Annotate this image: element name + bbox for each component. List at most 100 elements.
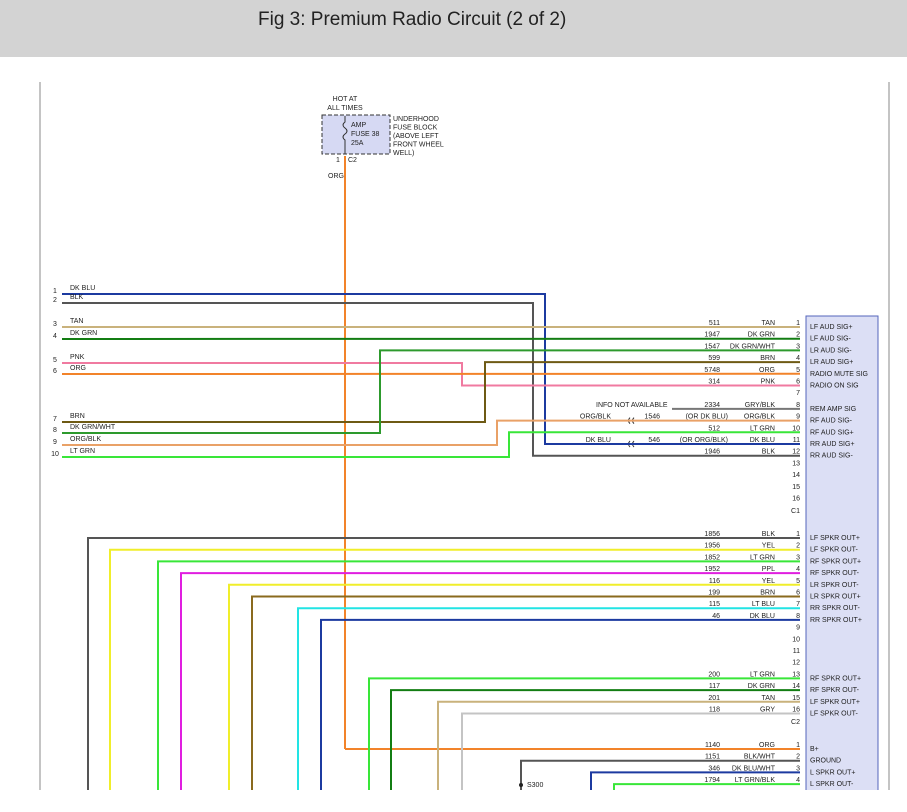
wire-color: BLK: [70, 294, 84, 301]
wire-color: LT GRN: [750, 671, 775, 678]
fuse-block: [321, 114, 391, 155]
signal-name: GROUND: [810, 758, 841, 765]
signal-name: RF AUD SIG+: [810, 429, 854, 436]
signal-name: B+: [810, 746, 819, 753]
circuit-number: 1547: [704, 343, 720, 350]
wire: [62, 349, 800, 434]
pin-number: 4: [796, 355, 800, 362]
signal-name: RADIO MUTE SIG: [810, 371, 868, 378]
circuit-number: 1852: [704, 554, 720, 561]
signal-name: LR SPKR OUT+: [810, 594, 861, 601]
wire: [62, 293, 800, 445]
pin-number: 4: [796, 566, 800, 573]
circuit-number: 200: [708, 671, 720, 678]
circuit-number: 512: [708, 425, 720, 432]
signal-name: REM AMP SIG: [810, 406, 856, 413]
circuit-number: 1947: [704, 332, 720, 339]
fuse-symbol: [342, 116, 348, 154]
fuse-note: ALL TIMES: [327, 105, 363, 112]
wire-color: LT BLU: [752, 601, 775, 608]
pin-number: 6: [796, 590, 800, 597]
wire-color: GRY/BLK: [745, 402, 776, 409]
connector-name: C2: [348, 157, 357, 164]
wire: [180, 572, 800, 790]
pin-number: 10: [792, 636, 800, 643]
circuit-number: 1140: [705, 742, 720, 749]
pin-number: 9: [796, 414, 800, 421]
pin-number: 11: [793, 648, 800, 655]
signal-name: RR SPKR OUT+: [810, 617, 862, 624]
pin-number: 5: [796, 578, 800, 585]
wire-color: DK GRN: [748, 332, 775, 339]
signal-name: RF SPKR OUT+: [810, 558, 861, 565]
pin-number: 9: [796, 625, 800, 632]
pin-number: 2: [796, 332, 800, 339]
wire-color: TAN: [762, 320, 775, 327]
pin-number: 1: [796, 320, 800, 327]
wire-color: ORG: [759, 367, 775, 374]
circuit-number: 1546: [644, 414, 660, 421]
pin-number: 8: [796, 613, 800, 620]
circuit-number: 1946: [704, 449, 720, 456]
wire-color: ORG/BLK: [744, 414, 775, 421]
wire-color: PNK: [761, 379, 776, 386]
signal-name: LF SPKR OUT+: [810, 699, 860, 706]
wire-color: PNK: [70, 354, 85, 361]
signal-name: RR AUD SIG+: [810, 441, 855, 448]
pin-number: 8: [796, 402, 800, 409]
pin-number: 3: [53, 321, 57, 328]
signal-name: LF AUD SIG-: [810, 336, 852, 343]
wire-color: PPL: [762, 566, 775, 573]
circuit-number: 346: [708, 765, 720, 772]
fuse-location: FUSE BLOCK: [393, 125, 438, 132]
signal-name: RF SPKR OUT+: [810, 675, 861, 682]
wire-color: LT GRN/BLK: [735, 777, 776, 784]
pin-number: 7: [796, 601, 800, 608]
signal-name: RADIO ON SIG: [810, 383, 859, 390]
wire-color: LT GRN: [750, 554, 775, 561]
wire-color: DK BLU/WHT: [732, 765, 776, 772]
wire: [87, 537, 800, 790]
pin-number: 1: [796, 742, 800, 749]
pin-number: 8: [53, 427, 57, 434]
radio-connector: [805, 315, 879, 790]
fuse-label: 25A: [351, 140, 364, 147]
pin-number: 7: [53, 416, 57, 423]
wire-color: YEL: [762, 543, 775, 550]
pin-number: 7: [796, 390, 800, 397]
fuse-label: AMP: [351, 122, 367, 129]
wire-color: DK GRN/WHT: [730, 343, 776, 350]
connector-name: C1: [791, 508, 800, 515]
pin-number: 5: [53, 357, 57, 364]
circuit-number: 199: [708, 590, 720, 597]
pin-number: 1: [796, 531, 800, 538]
pin-number: 3: [796, 765, 800, 772]
circuit-number: 1151: [705, 754, 720, 761]
title: Fig 3: Premium Radio Circuit (2 of 2): [258, 9, 567, 30]
wire-color: TAN: [762, 695, 775, 702]
wire: [590, 771, 800, 790]
wire-color: DK GRN: [70, 330, 97, 337]
wire-color: BLK: [762, 531, 776, 538]
wire-color: ORG/BLK: [70, 436, 101, 443]
wire: [297, 607, 800, 790]
circuit-number: 546: [648, 437, 660, 444]
wire: [368, 677, 800, 790]
wire: [251, 595, 800, 790]
wire-color: LT GRN: [70, 448, 95, 455]
pin-number: 15: [792, 695, 800, 702]
pin-number: 3: [796, 554, 800, 561]
wire: [320, 618, 800, 790]
circuit-number: 201: [708, 695, 720, 702]
wire-color: ORG: [70, 365, 86, 372]
circuit-number: 118: [709, 707, 720, 714]
pin-number: 12: [792, 449, 800, 456]
splice-dot: [519, 783, 523, 787]
signal-name: LF SPKR OUT-: [810, 711, 859, 718]
pin-number: 3: [796, 343, 800, 350]
fuse-location: (ABOVE LEFT: [393, 133, 439, 140]
wire-color: BLK: [762, 449, 776, 456]
pin-number: 1: [336, 157, 340, 164]
wire-color: DK BLU: [70, 285, 95, 292]
